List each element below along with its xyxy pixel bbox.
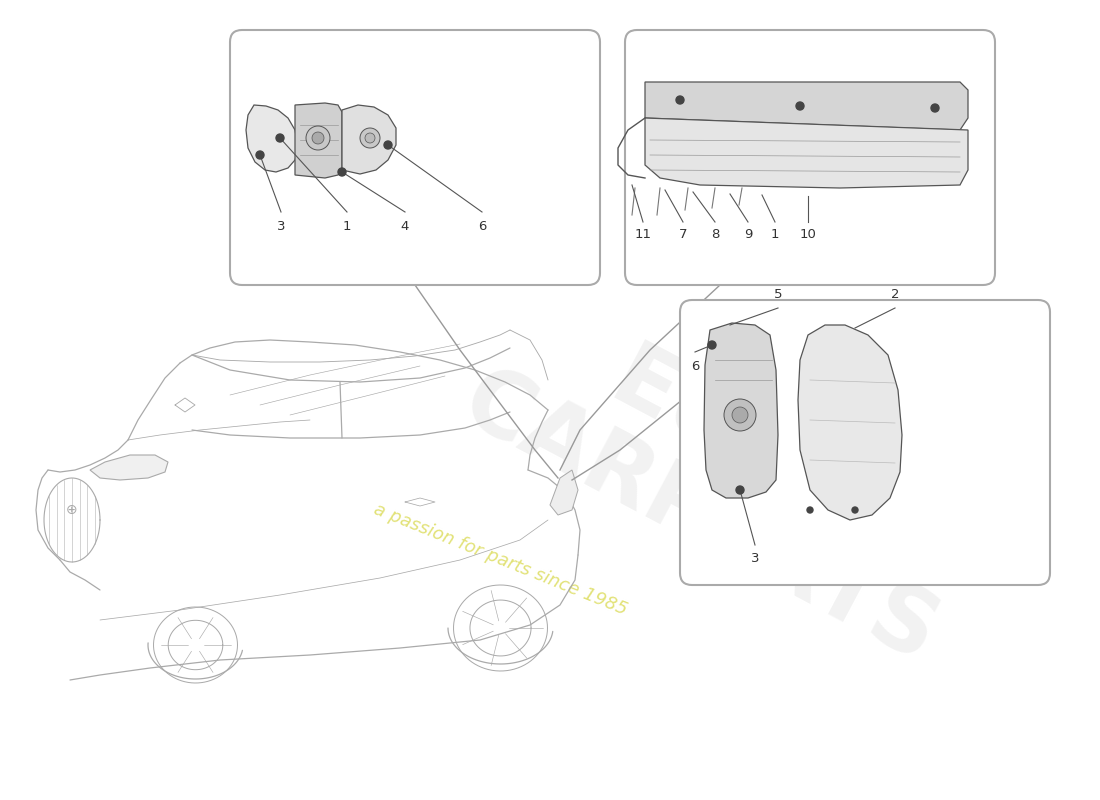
Polygon shape [704, 323, 778, 498]
Text: 4: 4 [400, 219, 409, 233]
Circle shape [732, 407, 748, 423]
Text: 5: 5 [773, 289, 782, 302]
Circle shape [676, 96, 684, 104]
Text: 3: 3 [750, 553, 759, 566]
Text: 6: 6 [477, 219, 486, 233]
Polygon shape [246, 105, 298, 172]
Polygon shape [295, 103, 342, 178]
Polygon shape [645, 82, 968, 130]
Circle shape [708, 341, 716, 349]
Circle shape [360, 128, 379, 148]
Circle shape [384, 141, 392, 149]
Text: 2: 2 [891, 289, 900, 302]
Circle shape [276, 134, 284, 142]
Text: 3: 3 [277, 219, 285, 233]
Polygon shape [342, 105, 396, 174]
Text: 7: 7 [679, 229, 688, 242]
Circle shape [736, 486, 744, 494]
Text: 9: 9 [744, 229, 752, 242]
Circle shape [796, 102, 804, 110]
Circle shape [256, 151, 264, 159]
Text: 11: 11 [635, 229, 651, 242]
Text: 1: 1 [343, 219, 351, 233]
Text: 1: 1 [771, 229, 779, 242]
Text: 1985: 1985 [778, 356, 1002, 504]
Text: ⊕: ⊕ [66, 503, 78, 517]
Polygon shape [798, 325, 902, 520]
Circle shape [931, 104, 939, 112]
Circle shape [312, 132, 324, 144]
Polygon shape [550, 470, 578, 515]
FancyBboxPatch shape [625, 30, 996, 285]
Text: 10: 10 [800, 229, 816, 242]
Circle shape [724, 399, 756, 431]
Text: since: since [785, 357, 855, 403]
Circle shape [852, 507, 858, 513]
Circle shape [365, 133, 375, 143]
FancyBboxPatch shape [680, 300, 1050, 585]
Polygon shape [645, 118, 968, 188]
Text: 8: 8 [711, 229, 719, 242]
Text: a passion for parts since 1985: a passion for parts since 1985 [371, 501, 629, 619]
Circle shape [306, 126, 330, 150]
Circle shape [338, 168, 346, 176]
Text: EURO
CARPARTS: EURO CARPARTS [447, 279, 993, 681]
Text: 6: 6 [691, 359, 700, 373]
FancyBboxPatch shape [230, 30, 600, 285]
Circle shape [807, 507, 813, 513]
Polygon shape [90, 455, 168, 480]
